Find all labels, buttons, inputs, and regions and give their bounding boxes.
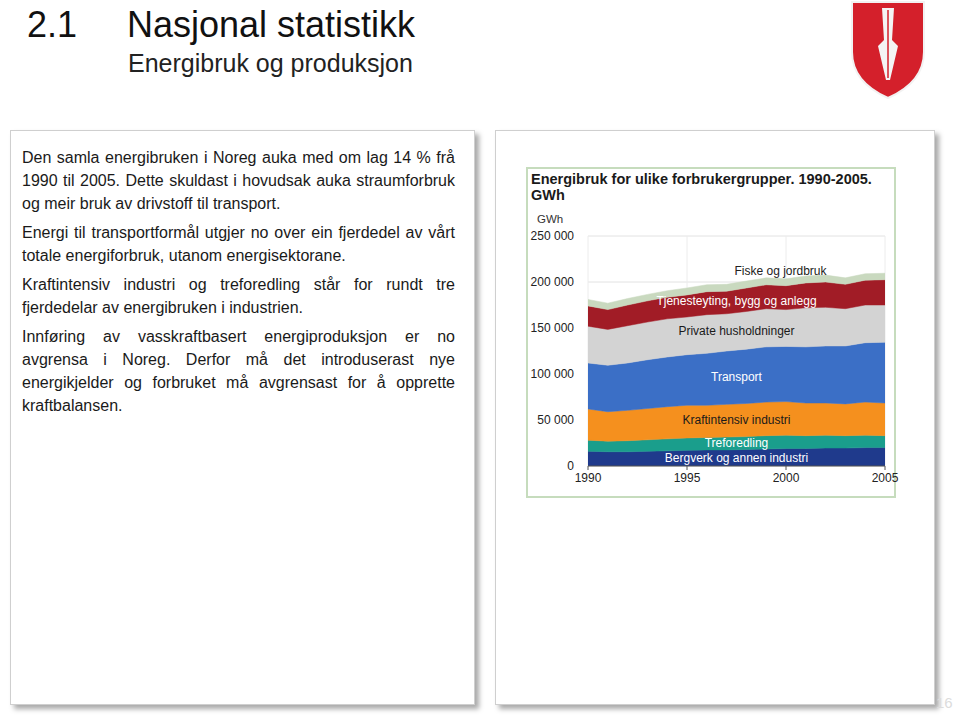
text-panel — [10, 130, 475, 705]
series-label: Fiske og jordbruk — [734, 264, 827, 278]
x-tick-label: 1990 — [575, 471, 602, 485]
y-tick-label: 250 000 — [531, 229, 575, 243]
paragraph: Den samla energibruken i Noreg auka med … — [22, 146, 455, 215]
series-label: Kraftintensiv industri — [682, 413, 790, 427]
grid-line — [687, 236, 688, 466]
x-tick — [588, 466, 589, 470]
coat-of-arms — [848, 0, 928, 100]
grid-line — [786, 236, 787, 466]
area — [588, 435, 885, 452]
x-tick-label: 2005 — [872, 471, 899, 485]
y-tick-label: 150 000 — [531, 321, 575, 335]
x-tick-label: 2000 — [773, 471, 800, 485]
area — [588, 273, 885, 309]
area — [588, 402, 885, 442]
series-label: Tjenesteyting, bygg og anlegg — [656, 294, 816, 308]
grid-line — [588, 282, 885, 283]
x-tick-label: 1995 — [674, 471, 701, 485]
series-label: Treforedling — [705, 436, 769, 450]
page-number: 16 — [936, 694, 953, 711]
grid-line — [588, 236, 885, 237]
grid-line — [588, 328, 885, 329]
y-tick-label: 0 — [567, 459, 574, 473]
paragraph: Energi til transportformål utgjer no ove… — [22, 221, 455, 267]
paragraph: Innføring av vasskraftbasert energiprodu… — [22, 325, 455, 417]
grid-line — [588, 374, 885, 375]
shield-body — [852, 2, 924, 98]
paragraph: Kraftintensiv industri og treforedling s… — [22, 273, 455, 319]
chart-frame — [526, 167, 896, 498]
grid-line — [588, 420, 885, 421]
slide-title: Nasjonal statistikk — [127, 4, 415, 46]
x-tick — [687, 466, 688, 470]
plot-area — [588, 273, 885, 466]
slide-subtitle: Energibruk og produksjon — [128, 49, 413, 78]
area — [588, 448, 885, 466]
slide-number: 2.1 — [27, 4, 77, 46]
chart-svg: GWh 0 50 000 100 000 150 000 200 000 250 000 19… — [0, 0, 960, 715]
shield-figure — [878, 8, 898, 80]
area — [588, 305, 885, 365]
y-axis-label: GWh — [537, 213, 563, 225]
chart-title: Energibruk for ulike forbrukergrupper. 1… — [531, 171, 881, 203]
x-axis-line — [588, 466, 885, 467]
y-tick-label: 50 000 — [537, 413, 574, 427]
grid-line — [588, 236, 589, 466]
text-body: Den samla energibruken i Noreg auka med … — [22, 146, 455, 423]
y-tick-label: 100 000 — [531, 367, 575, 381]
y-tick-label: 200 000 — [531, 275, 575, 289]
grid-line — [885, 236, 886, 466]
series-label: Bergverk og annen industri — [665, 451, 808, 465]
grid-line — [588, 466, 885, 467]
area — [588, 342, 885, 411]
shield-line — [887, 10, 889, 78]
series-label: Private husholdninger — [678, 324, 794, 338]
x-tick — [786, 466, 787, 470]
series-label: Transport — [711, 370, 763, 384]
area — [588, 280, 885, 330]
x-tick — [885, 466, 886, 470]
